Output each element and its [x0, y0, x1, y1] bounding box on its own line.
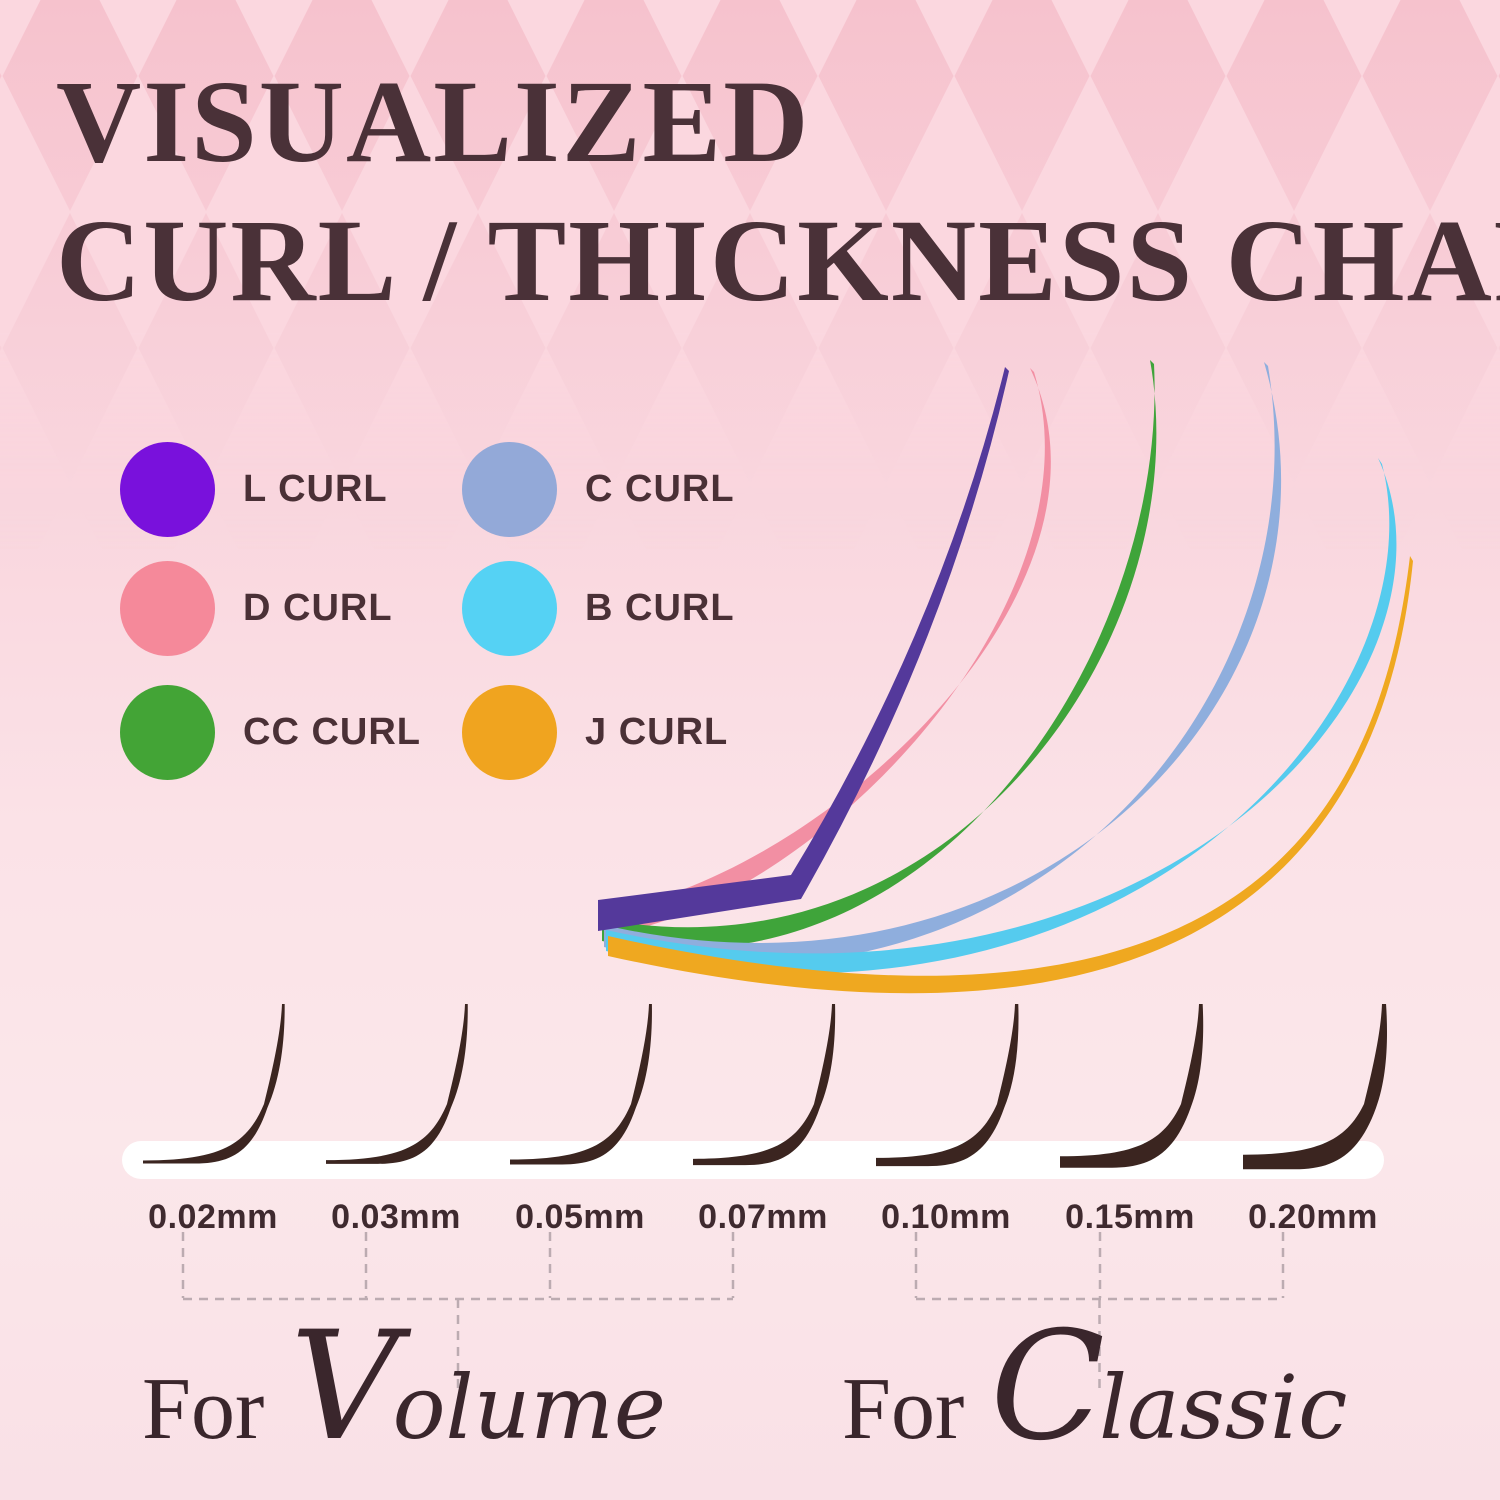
l-curl-line — [598, 367, 1009, 931]
legend-label: L CURL — [243, 467, 388, 510]
c-curl-line — [604, 362, 1282, 965]
thickness-label: 0.20mm — [1248, 1198, 1378, 1236]
caption-word-rest: lassic — [1099, 1356, 1348, 1459]
thickness-samples — [143, 1004, 1388, 1170]
legend-item-d-curl: D CURL — [120, 560, 393, 656]
legend-label: D CURL — [243, 586, 393, 629]
curl-curves — [598, 360, 1413, 994]
lash-sample-0.05mm — [510, 1004, 652, 1165]
thickness-label: 0.10mm — [881, 1198, 1011, 1236]
caption-for-volume: For V olume — [142, 1312, 666, 1462]
thickness-label: 0.02mm — [148, 1198, 278, 1236]
lash-sample-0.03mm — [326, 1004, 468, 1164]
d-curl-swatch-icon — [120, 560, 215, 656]
legend-label: B CURL — [585, 586, 735, 629]
thickness-label: 0.03mm — [331, 1198, 461, 1236]
caption-word-rest: olume — [392, 1356, 666, 1459]
legend-item-j-curl: J CURL — [462, 684, 728, 780]
lash-sample-0.02mm — [143, 1004, 285, 1164]
caption-swash-initial: C — [990, 1300, 1106, 1474]
lash-sample-0.07mm — [693, 1004, 836, 1166]
caption-word-for: For — [142, 1361, 265, 1458]
b-curl-swatch-icon — [462, 560, 557, 656]
thickness-label: 0.15mm — [1065, 1198, 1195, 1236]
cc-curl-line — [602, 360, 1157, 950]
legend-label: CC CURL — [243, 710, 421, 753]
caption-for-classic: For C lassic — [842, 1312, 1347, 1462]
caption-word-for: For — [842, 1361, 965, 1458]
legend-item-l-curl: L CURL — [120, 441, 388, 537]
group-brackets — [181, 1232, 1285, 1392]
legend-item-b-curl: B CURL — [462, 560, 735, 656]
legend-item-cc-curl: CC CURL — [120, 684, 421, 780]
lash-sample-0.15mm — [1060, 1004, 1204, 1168]
legend-label: C CURL — [585, 467, 735, 510]
thickness-label: 0.05mm — [515, 1198, 645, 1236]
c-curl-swatch-icon — [462, 441, 557, 537]
page-title: VISUALIZED CURL / THICKNESS CHART — [56, 52, 1500, 330]
lash-sample-0.20mm — [1243, 1004, 1388, 1170]
title-line-2: CURL / THICKNESS CHART — [56, 195, 1500, 327]
legend-item-c-curl: C CURL — [462, 441, 735, 537]
j-curl-swatch-icon — [462, 684, 557, 780]
thickness-label: 0.07mm — [698, 1198, 828, 1236]
diamond-pattern — [0, 0, 1500, 600]
legend-label: J CURL — [585, 710, 729, 753]
title-line-1: VISUALIZED — [56, 56, 811, 187]
l-curl-swatch-icon — [120, 441, 215, 537]
cc-curl-swatch-icon — [120, 684, 215, 780]
caption-swash-initial: V — [290, 1300, 399, 1474]
